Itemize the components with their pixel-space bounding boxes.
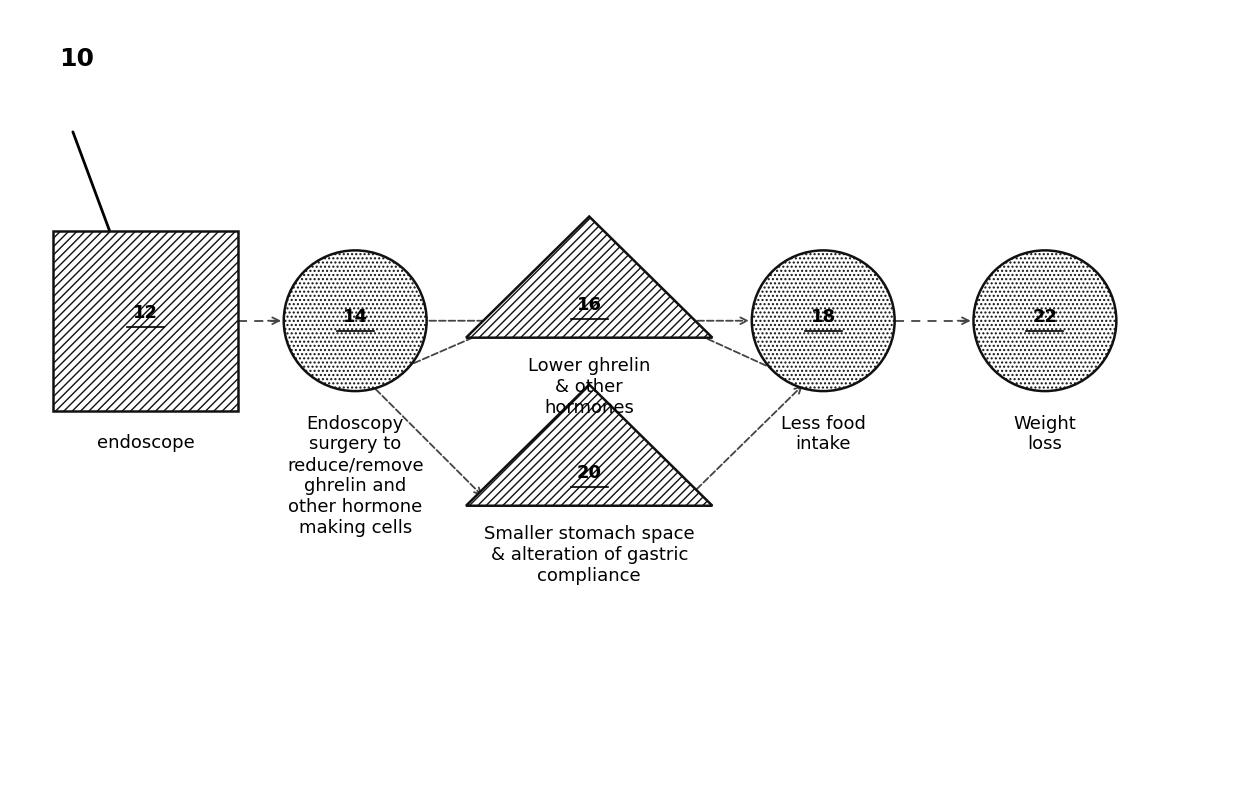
Text: 10: 10 (60, 47, 94, 71)
Text: 14: 14 (342, 308, 368, 325)
Text: 18: 18 (811, 308, 836, 325)
Ellipse shape (973, 250, 1116, 391)
Text: Endoscopy
surgery to
reduce/remove
ghrelin and
other hormone
making cells: Endoscopy surgery to reduce/remove ghrel… (286, 415, 424, 536)
Text: endoscope: endoscope (97, 434, 195, 452)
Text: 22: 22 (1033, 308, 1058, 325)
Polygon shape (466, 216, 712, 337)
Bar (53, 231, 238, 411)
Text: Less food
intake: Less food intake (781, 415, 866, 453)
Ellipse shape (284, 250, 427, 391)
Text: Smaller stomach space
& alteration of gastric
compliance: Smaller stomach space & alteration of ga… (484, 525, 694, 585)
Polygon shape (466, 385, 712, 506)
Text: 20: 20 (577, 465, 601, 482)
Text: Lower ghrelin
& other
hormones: Lower ghrelin & other hormones (528, 357, 651, 417)
Text: Weight
loss: Weight loss (1013, 415, 1076, 453)
Text: 16: 16 (577, 296, 601, 314)
Text: 12: 12 (134, 304, 159, 322)
Ellipse shape (751, 250, 895, 391)
